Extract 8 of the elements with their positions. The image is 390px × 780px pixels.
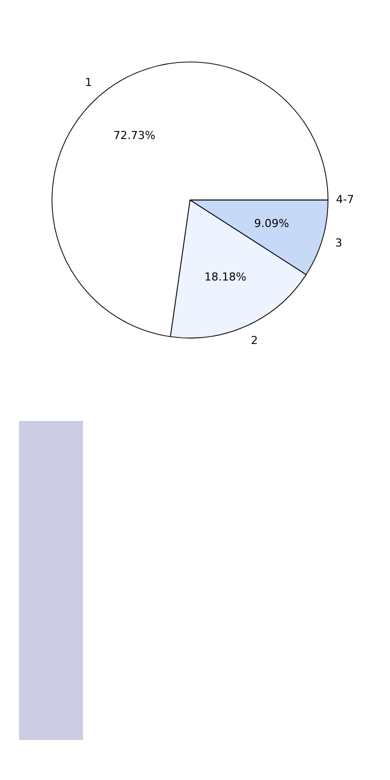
slice-label: 2 [250,334,258,347]
pie-slice [52,62,328,337]
slice-label: 1 [84,76,92,89]
data-label: 72.73% [113,128,156,142]
data-label: 9.09% [254,216,290,230]
category-label: 4-7 [336,193,354,206]
slice-label: 3 [335,236,342,250]
data-label: 18.18% [204,270,246,284]
